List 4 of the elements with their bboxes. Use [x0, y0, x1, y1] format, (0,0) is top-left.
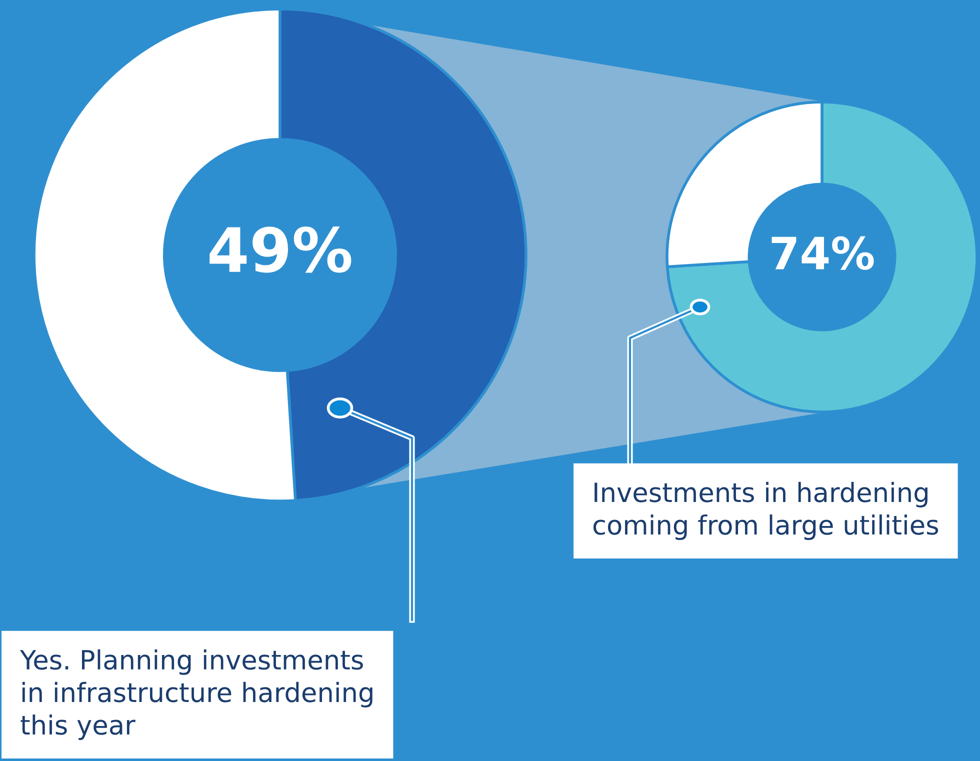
- text: Yes. Planning investments in infrastructure hardening this year: [20, 649, 372, 740]
- text: Investments in hardening coming from large utilities: [593, 482, 938, 540]
- data-label: 49%: [210, 226, 352, 273]
- data-label: 74%: [772, 236, 874, 270]
